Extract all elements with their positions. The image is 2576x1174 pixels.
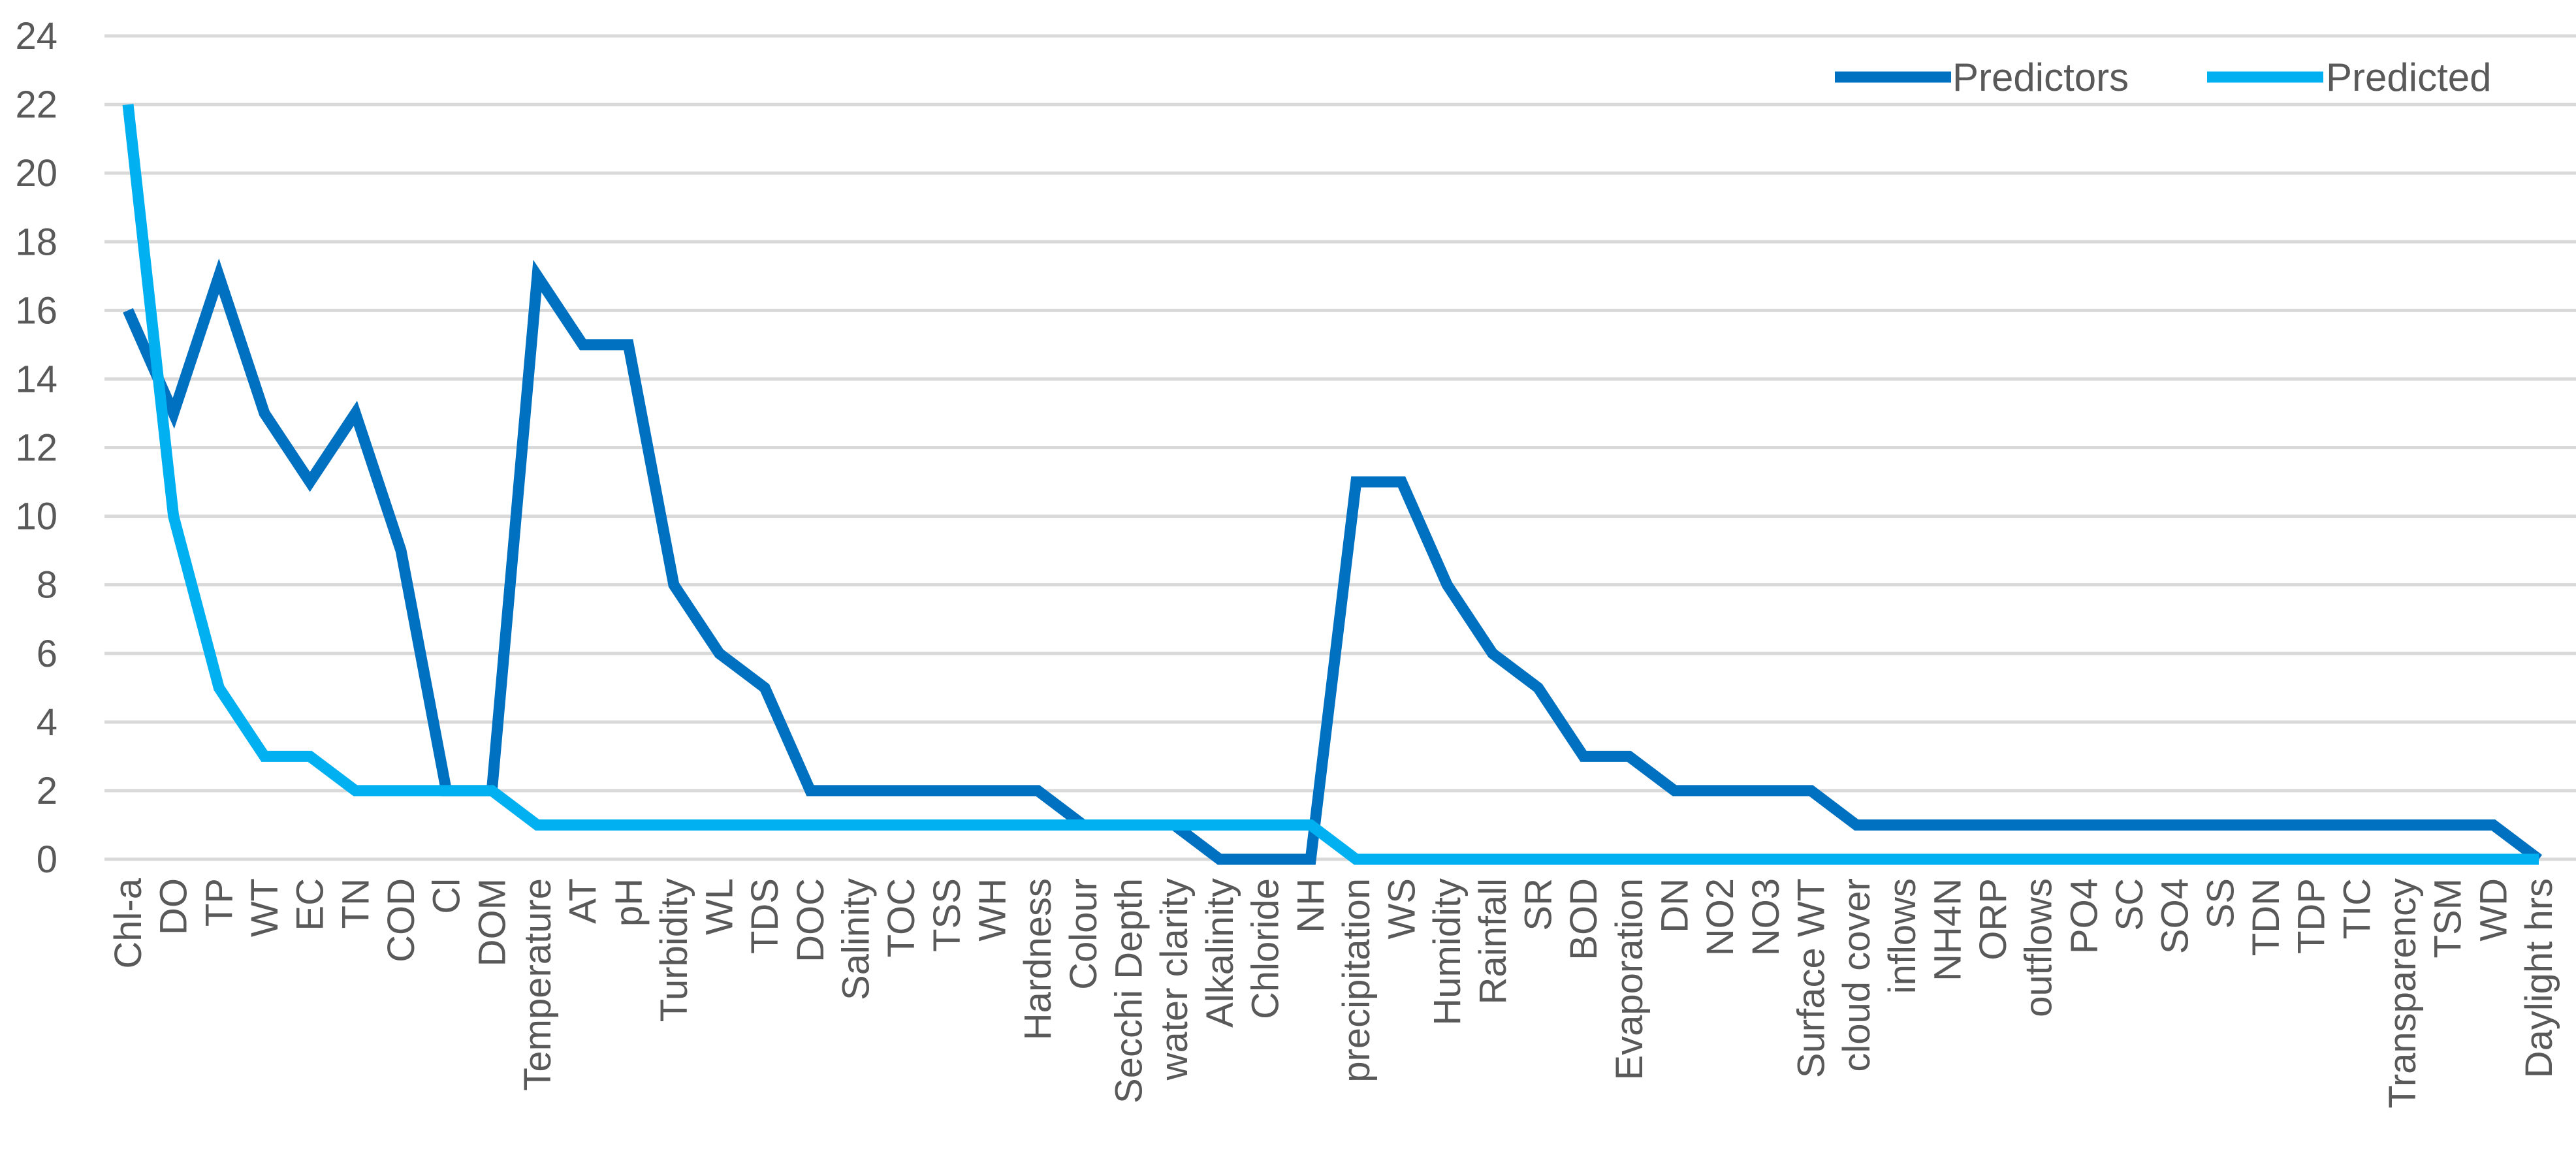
x-tick-label: SR <box>1517 878 1559 931</box>
x-tick-label: ORP <box>1972 878 2014 960</box>
x-tick-label: Salinity <box>835 878 878 1000</box>
y-tick-label: 14 <box>15 358 57 400</box>
x-tick-label: water clarity <box>1153 878 1196 1081</box>
x-tick-label: Cl <box>426 878 468 914</box>
x-tick-label: WL <box>699 878 741 935</box>
x-tick-label: TSM <box>2427 878 2470 958</box>
x-tick-label: TSS <box>926 878 968 952</box>
x-tick-label: EC <box>289 878 332 931</box>
legend-label-predictors: Predictors <box>1952 56 2129 99</box>
x-tick-label: Hardness <box>1017 878 1059 1040</box>
series-line-predictors <box>123 258 2543 865</box>
x-tick-label: TP <box>198 878 240 927</box>
y-tick-label: 20 <box>15 152 57 195</box>
x-tick-label: Temperature <box>517 878 559 1091</box>
x-tick-label: DOM <box>471 878 513 966</box>
y-tick-label: 16 <box>15 289 57 332</box>
x-tick-label: SC <box>2108 878 2151 931</box>
legend: Predictors Predicted <box>1835 56 2491 99</box>
x-tick-label: TN <box>334 878 377 928</box>
x-tick-label: DO <box>153 878 195 935</box>
x-tick-label: BOD <box>1563 878 1605 960</box>
x-tick-label: Evaporation <box>1608 878 1651 1081</box>
x-tick-label: TIC <box>2336 878 2378 939</box>
x-tick-label: Humidity <box>1426 878 1469 1026</box>
x-tick-label: outflows <box>2018 878 2060 1017</box>
y-tick-label: 10 <box>15 496 57 538</box>
x-tick-label: precipitation <box>1335 878 1378 1083</box>
x-tick-label: inflows <box>1881 878 1924 994</box>
x-tick-label: Turbidity <box>653 878 695 1022</box>
x-tick-label: NO3 <box>1745 878 1787 956</box>
y-tick-label: 2 <box>37 770 57 812</box>
x-tick-label: Daylight hrs <box>2518 878 2560 1078</box>
gridlines <box>104 34 2576 861</box>
x-tick-label: WD <box>2472 878 2515 942</box>
x-tick-label: TDP <box>2291 878 2333 954</box>
x-tick-label: NO2 <box>1699 878 1741 956</box>
x-tick-label: Alkalinity <box>1199 878 1241 1028</box>
y-tick-label: 0 <box>37 838 57 881</box>
series-line-predicted <box>122 104 2539 865</box>
series-lines <box>122 104 2543 865</box>
x-tick-label: Colour <box>1062 878 1105 990</box>
x-tick-label: Secchi Depth <box>1108 878 1151 1103</box>
x-tick-label: WT <box>244 878 286 937</box>
x-tick-label: DOC <box>789 878 832 962</box>
x-tick-label: SO4 <box>2154 878 2197 954</box>
x-axis-tick-labels: Chl-a DO TP WT EC TN COD Cl DOM Temperature AT pH Tu… <box>107 878 2560 1108</box>
x-tick-label: NH4N <box>1926 878 1969 981</box>
x-tick-label: Chl-a <box>107 878 150 968</box>
x-tick-label: COD <box>380 878 422 962</box>
x-tick-label: cloud cover <box>1836 878 1878 1072</box>
x-tick-label: TDN <box>2245 878 2287 956</box>
x-tick-label: TDS <box>744 878 786 954</box>
y-tick-label: 24 <box>15 15 57 57</box>
x-tick-label: PO4 <box>2063 878 2105 954</box>
x-tick-label: TOC <box>880 878 923 957</box>
x-tick-label: DN <box>1653 878 1696 933</box>
x-tick-label: AT <box>562 878 605 924</box>
x-tick-label: Chloride <box>1245 878 1287 1019</box>
y-tick-label: 18 <box>15 221 57 263</box>
legend-label-predicted: Predicted <box>2326 56 2491 99</box>
x-tick-label: Rainfall <box>1472 878 1514 1004</box>
x-tick-label: NH <box>1290 878 1332 933</box>
y-tick-label: 22 <box>15 84 57 126</box>
y-tick-label: 6 <box>37 633 57 675</box>
x-tick-label: SS <box>2199 878 2242 928</box>
x-tick-label: Transparency <box>2381 878 2424 1108</box>
x-tick-label: pH <box>607 878 650 927</box>
x-tick-label: WH <box>972 878 1014 942</box>
x-tick-label: Surface WT <box>1790 878 1832 1078</box>
y-tick-label: 12 <box>15 427 57 469</box>
y-tick-label: 8 <box>37 564 57 607</box>
x-tick-label: WS <box>1380 878 1423 939</box>
y-tick-label: 4 <box>37 701 57 744</box>
